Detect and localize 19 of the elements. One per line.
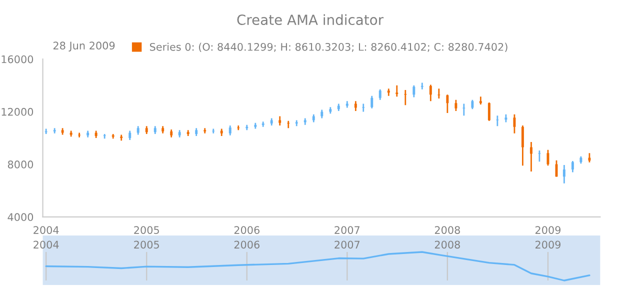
- x-tick-label: 2007: [334, 226, 360, 234]
- chart-title: Create AMA indicator: [237, 14, 384, 26]
- x-tick-label: 2009: [535, 240, 560, 249]
- x-tick-label: 2006: [234, 240, 260, 249]
- legend-label: Series 0: (O: 8440.1299; H: 8610.3203; L: 8260.4102; C: 8280.7402): [150, 42, 508, 52]
- y-tick-label: 4000: [8, 213, 34, 222]
- y-tick-label: 16000: [2, 55, 34, 64]
- x-tick-label: 2008: [434, 226, 460, 234]
- x-tick-label: 2004: [34, 240, 59, 249]
- x-tick-label: 2005: [134, 240, 159, 249]
- text: 28 Jun 2009: [53, 42, 115, 52]
- x-tick-label: 2006: [234, 226, 260, 234]
- x-tick-label: 2008: [434, 240, 460, 249]
- x-tick-label: 2004: [34, 226, 59, 234]
- y-tick-label: 12000: [2, 108, 34, 116]
- y-tick-label: 8000: [8, 160, 34, 168]
- x-tick-label: 2007: [334, 240, 360, 249]
- x-tick-label: 2009: [535, 226, 560, 234]
- x-tick-label: 2005: [134, 226, 159, 234]
